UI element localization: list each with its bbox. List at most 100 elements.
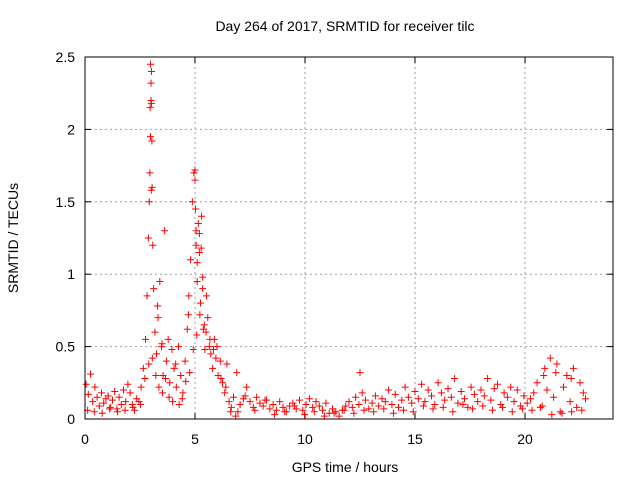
- data-point: [459, 401, 467, 409]
- data-points-layer: [82, 60, 589, 420]
- data-point: [362, 396, 369, 404]
- data-point: [431, 401, 439, 409]
- data-point: [404, 393, 412, 401]
- data-point: [201, 345, 209, 353]
- data-point: [128, 401, 136, 409]
- data-point: [219, 379, 226, 387]
- data-point: [424, 386, 432, 394]
- data-point: [241, 392, 249, 400]
- data-point: [428, 392, 435, 400]
- data-point: [222, 383, 230, 391]
- data-point: [503, 393, 511, 401]
- data-point: [566, 398, 574, 406]
- data-point: [113, 405, 121, 413]
- data-point: [187, 256, 195, 264]
- data-point: [186, 369, 194, 377]
- data-point: [342, 402, 350, 410]
- data-point: [276, 398, 284, 406]
- data-point: [395, 403, 402, 411]
- data-point: [356, 369, 364, 377]
- y-tick-label: 1: [67, 266, 75, 282]
- data-point: [168, 345, 176, 353]
- x-tick-label: 15: [407, 431, 423, 447]
- data-point: [451, 374, 459, 382]
- data-point: [330, 409, 338, 417]
- data-point: [530, 389, 538, 397]
- data-point: [579, 389, 587, 397]
- data-point: [239, 395, 247, 403]
- data-point: [365, 405, 373, 413]
- data-point: [147, 60, 155, 68]
- data-point: [355, 401, 363, 409]
- data-point: [146, 169, 154, 177]
- data-point: [322, 399, 330, 407]
- data-point: [227, 408, 235, 416]
- data-point: [91, 383, 99, 391]
- data-point: [381, 398, 389, 406]
- data-point: [447, 393, 455, 401]
- y-tick-label: 1.5: [56, 194, 76, 210]
- data-point: [540, 372, 548, 380]
- data-point: [490, 385, 498, 393]
- data-point: [523, 399, 531, 407]
- data-point: [421, 398, 429, 406]
- data-point: [439, 403, 447, 411]
- data-point: [227, 403, 235, 411]
- data-point: [249, 403, 257, 411]
- y-tick-label: 2: [67, 121, 75, 137]
- data-point: [115, 393, 123, 401]
- data-point: [358, 389, 366, 397]
- data-point: [272, 406, 280, 414]
- data-point: [137, 383, 145, 391]
- data-point: [236, 401, 244, 409]
- data-point: [207, 350, 215, 358]
- data-point: [550, 393, 558, 401]
- data-point: [320, 412, 328, 420]
- data-point: [437, 389, 445, 397]
- data-point: [199, 325, 207, 333]
- data-point: [98, 409, 106, 417]
- data-point: [538, 402, 546, 410]
- data-point: [259, 402, 267, 410]
- data-point: [269, 401, 277, 409]
- data-point: [158, 340, 166, 348]
- data-point: [197, 244, 205, 252]
- data-point: [441, 396, 449, 404]
- data-point: [87, 370, 94, 378]
- data-point: [158, 389, 166, 397]
- data-point: [292, 405, 300, 413]
- data-point: [541, 364, 549, 372]
- data-point: [479, 402, 487, 410]
- data-point: [510, 398, 518, 406]
- data-point: [172, 360, 180, 368]
- data-point: [569, 364, 577, 372]
- data-point: [126, 389, 134, 397]
- data-point: [576, 379, 584, 387]
- data-point: [139, 364, 147, 372]
- data-point: [106, 403, 114, 411]
- data-point: [266, 405, 274, 413]
- data-point: [152, 372, 160, 380]
- data-point: [143, 292, 151, 300]
- data-point: [136, 401, 144, 409]
- data-point: [552, 369, 560, 377]
- data-point: [223, 360, 231, 368]
- data-point: [162, 357, 170, 365]
- data-point: [214, 372, 222, 380]
- data-point: [120, 386, 127, 394]
- data-point: [234, 408, 242, 416]
- data-point: [181, 357, 189, 365]
- data-point: [206, 335, 214, 343]
- data-point: [141, 374, 149, 382]
- data-point: [175, 343, 182, 351]
- data-point: [454, 399, 462, 407]
- data-point: [513, 386, 521, 394]
- data-point: [553, 360, 561, 368]
- x-tick-label: 20: [517, 431, 533, 447]
- data-point: [98, 389, 105, 397]
- data-point: [332, 408, 340, 416]
- data-point: [271, 411, 279, 419]
- data-point: [469, 405, 477, 413]
- data-point: [434, 379, 442, 387]
- data-point: [162, 374, 170, 382]
